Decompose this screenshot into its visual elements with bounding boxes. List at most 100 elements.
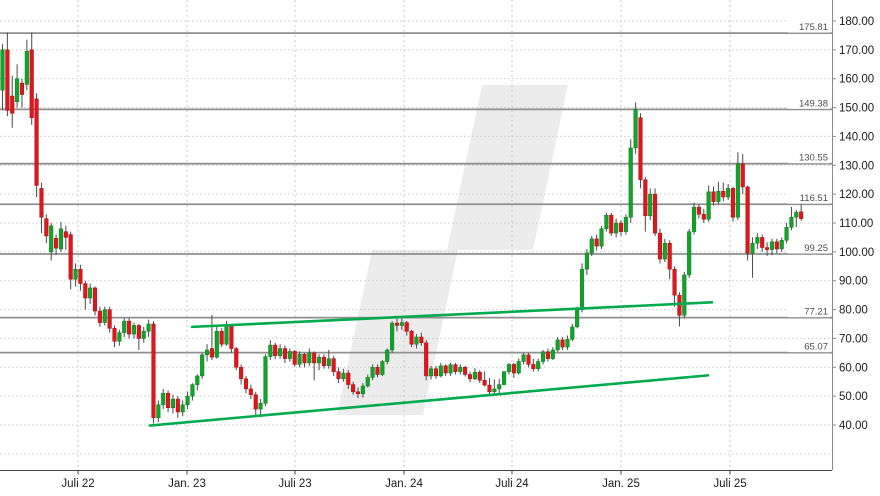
candle-up[interactable] xyxy=(224,325,229,345)
candle-up[interactable] xyxy=(326,358,331,367)
candle-down[interactable] xyxy=(5,49,10,111)
candle-up[interactable] xyxy=(648,193,653,217)
candle-up[interactable] xyxy=(750,242,755,254)
candle-up[interactable] xyxy=(716,191,721,202)
candle-up[interactable] xyxy=(575,309,580,328)
candle-down[interactable] xyxy=(560,339,565,348)
candle-down[interactable] xyxy=(112,328,117,342)
candle-up[interactable] xyxy=(589,238,594,254)
candle-down[interactable] xyxy=(127,320,132,335)
candle-down[interactable] xyxy=(234,348,239,368)
candle-down[interactable] xyxy=(336,371,341,380)
candle-down[interactable] xyxy=(799,211,804,219)
candle-down[interactable] xyxy=(653,193,658,234)
candle-up[interactable] xyxy=(614,222,619,234)
candle-up[interactable] xyxy=(506,364,512,372)
candle-down[interactable] xyxy=(229,325,234,349)
candle-up[interactable] xyxy=(628,147,633,218)
candle-down[interactable] xyxy=(248,388,253,395)
candle-down[interactable] xyxy=(696,206,701,215)
candle-up[interactable] xyxy=(141,330,146,339)
candle-down[interactable] xyxy=(107,309,112,329)
candle-down[interactable] xyxy=(511,364,516,374)
candle-down[interactable] xyxy=(526,354,531,365)
candle-down[interactable] xyxy=(273,344,278,356)
candle-down[interactable] xyxy=(78,268,83,284)
candle-down[interactable] xyxy=(409,330,414,345)
candle-up[interactable] xyxy=(502,371,507,385)
candle-up[interactable] xyxy=(102,309,107,323)
candle-up[interactable] xyxy=(497,384,502,390)
candle-up[interactable] xyxy=(682,274,687,316)
candle-down[interactable] xyxy=(63,231,68,238)
candle-down[interactable] xyxy=(34,98,39,186)
candle-down[interactable] xyxy=(594,238,599,247)
candle-up[interactable] xyxy=(180,404,185,413)
candle-down[interactable] xyxy=(711,191,716,202)
candle-up[interactable] xyxy=(122,320,127,333)
candle-down[interactable] xyxy=(701,214,706,220)
candle-down[interactable] xyxy=(463,367,468,375)
candle-up[interactable] xyxy=(161,393,166,406)
candle-up[interactable] xyxy=(385,349,390,362)
candle-up[interactable] xyxy=(380,361,385,375)
candle-up[interactable] xyxy=(185,395,190,406)
candle-down[interactable] xyxy=(209,348,214,358)
candle-down[interactable] xyxy=(253,394,258,410)
candle-up[interactable] xyxy=(156,404,161,419)
candle-down[interactable] xyxy=(321,356,326,367)
candle-up[interactable] xyxy=(687,231,692,276)
candle-up[interactable] xyxy=(584,252,589,270)
candle-up[interactable] xyxy=(15,78,20,103)
candle-up[interactable] xyxy=(200,354,205,377)
candle-up[interactable] xyxy=(492,388,497,393)
candle-down[interactable] xyxy=(745,186,750,254)
candle-up[interactable] xyxy=(448,364,453,374)
candle-down[interactable] xyxy=(638,117,643,180)
candle-down[interactable] xyxy=(443,365,448,374)
candle-up[interactable] xyxy=(794,212,799,218)
candle-down[interactable] xyxy=(292,351,297,365)
candle-down[interactable] xyxy=(760,237,765,248)
candle-up[interactable] xyxy=(360,385,365,395)
candle-up[interactable] xyxy=(789,216,794,228)
candle-down[interactable] xyxy=(531,364,536,369)
candle-down[interactable] xyxy=(721,191,726,198)
candle-up[interactable] xyxy=(399,322,404,326)
candle-down[interactable] xyxy=(609,214,614,234)
candle-down[interactable] xyxy=(68,234,73,280)
candle-down[interactable] xyxy=(282,348,288,359)
trendline[interactable] xyxy=(190,301,714,329)
candle-down[interactable] xyxy=(83,283,88,299)
candle-down[interactable] xyxy=(19,82,25,95)
candle-down[interactable] xyxy=(545,351,550,359)
candle-down[interactable] xyxy=(219,330,224,345)
candle-down[interactable] xyxy=(346,372,351,385)
candle-up[interactable] xyxy=(0,49,5,91)
candle-down[interactable] xyxy=(453,364,458,372)
candle-up[interactable] xyxy=(73,268,78,280)
candle-up[interactable] xyxy=(438,365,443,377)
candle-down[interactable] xyxy=(44,218,49,237)
candle-up[interactable] xyxy=(516,361,521,374)
candle-up[interactable] xyxy=(565,339,570,348)
candle-up[interactable] xyxy=(263,356,268,404)
candle-up[interactable] xyxy=(536,361,541,369)
candle-up[interactable] xyxy=(735,163,740,218)
candle-down[interactable] xyxy=(29,49,34,118)
candle-down[interactable] xyxy=(175,398,180,413)
candle-up[interactable] xyxy=(58,228,63,250)
candle-up[interactable] xyxy=(769,241,775,250)
candle-up[interactable] xyxy=(662,242,667,260)
candle-up[interactable] xyxy=(458,367,463,372)
candle-down[interactable] xyxy=(394,322,400,326)
candle-up[interactable] xyxy=(195,375,200,385)
candle-down[interactable] xyxy=(97,310,102,323)
candle-up[interactable] xyxy=(472,371,477,380)
candle-up[interactable] xyxy=(599,228,604,247)
candle-down[interactable] xyxy=(482,380,487,386)
candle-down[interactable] xyxy=(355,391,361,395)
candle-up[interactable] xyxy=(117,332,122,342)
candle-up[interactable] xyxy=(341,372,346,380)
candle-down[interactable] xyxy=(433,368,438,377)
